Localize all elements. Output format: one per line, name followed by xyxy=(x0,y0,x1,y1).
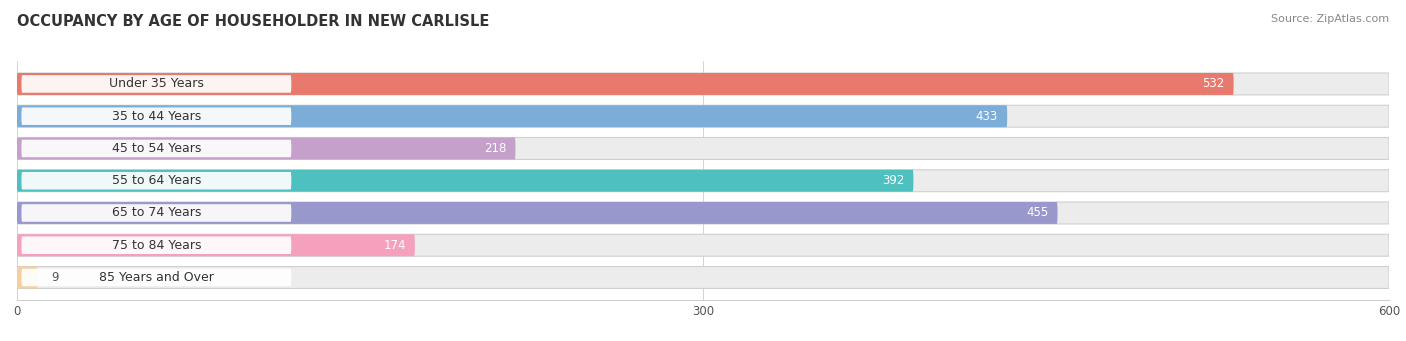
FancyBboxPatch shape xyxy=(17,105,1389,127)
Text: 65 to 74 Years: 65 to 74 Years xyxy=(111,207,201,220)
FancyBboxPatch shape xyxy=(17,170,1389,192)
Text: 433: 433 xyxy=(976,110,998,123)
Text: 174: 174 xyxy=(384,239,406,252)
FancyBboxPatch shape xyxy=(21,236,291,254)
Text: OCCUPANCY BY AGE OF HOUSEHOLDER IN NEW CARLISLE: OCCUPANCY BY AGE OF HOUSEHOLDER IN NEW C… xyxy=(17,14,489,29)
FancyBboxPatch shape xyxy=(17,73,1233,95)
FancyBboxPatch shape xyxy=(17,202,1057,224)
FancyBboxPatch shape xyxy=(17,234,415,256)
FancyBboxPatch shape xyxy=(17,137,516,160)
FancyBboxPatch shape xyxy=(17,170,914,192)
FancyBboxPatch shape xyxy=(17,137,1389,160)
FancyBboxPatch shape xyxy=(21,269,291,286)
FancyBboxPatch shape xyxy=(17,73,1389,95)
Text: 85 Years and Over: 85 Years and Over xyxy=(98,271,214,284)
Text: Source: ZipAtlas.com: Source: ZipAtlas.com xyxy=(1271,14,1389,24)
FancyBboxPatch shape xyxy=(17,202,1389,224)
Text: 218: 218 xyxy=(484,142,506,155)
FancyBboxPatch shape xyxy=(17,234,1389,256)
FancyBboxPatch shape xyxy=(21,172,291,190)
FancyBboxPatch shape xyxy=(21,75,291,93)
FancyBboxPatch shape xyxy=(21,107,291,125)
FancyBboxPatch shape xyxy=(21,140,291,157)
Text: 45 to 54 Years: 45 to 54 Years xyxy=(111,142,201,155)
FancyBboxPatch shape xyxy=(17,267,1389,288)
FancyBboxPatch shape xyxy=(21,204,291,222)
FancyBboxPatch shape xyxy=(17,267,38,288)
Text: 392: 392 xyxy=(882,174,904,187)
Text: 35 to 44 Years: 35 to 44 Years xyxy=(111,110,201,123)
Text: 455: 455 xyxy=(1026,207,1049,220)
Text: 55 to 64 Years: 55 to 64 Years xyxy=(111,174,201,187)
Text: 532: 532 xyxy=(1202,77,1225,90)
Text: 9: 9 xyxy=(51,271,59,284)
FancyBboxPatch shape xyxy=(17,105,1007,127)
Text: Under 35 Years: Under 35 Years xyxy=(108,77,204,90)
Text: 75 to 84 Years: 75 to 84 Years xyxy=(111,239,201,252)
